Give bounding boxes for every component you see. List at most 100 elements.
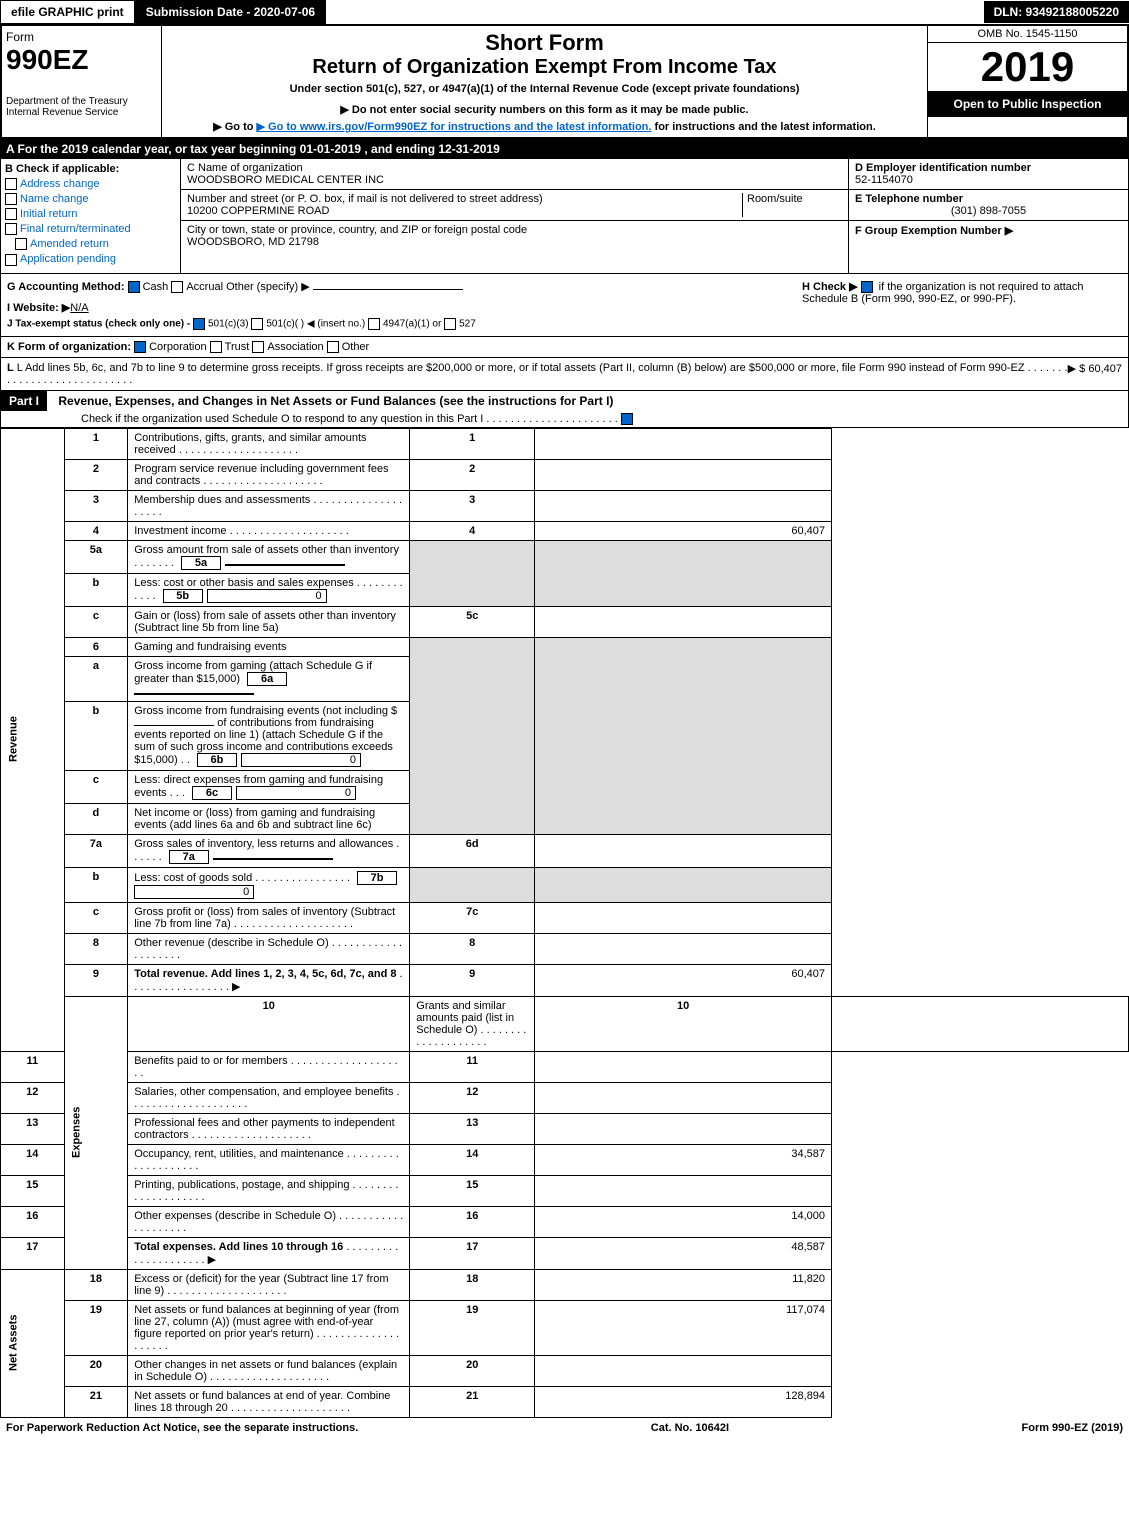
right-column: D Employer identification number 52-1154… (848, 159, 1128, 273)
check-final[interactable]: Final return/terminated (5, 223, 176, 235)
l-row: L L Add lines 5b, 6c, and 7b to line 9 t… (0, 358, 1129, 391)
room-label: Room/suite (742, 193, 842, 217)
expenses-label: Expenses (64, 996, 128, 1269)
row-5a: 5aGross amount from sale of assets other… (1, 540, 1129, 573)
city-label: City or town, state or province, country… (187, 224, 842, 236)
check-amended[interactable]: Amended return (15, 238, 176, 250)
netassets-label: Net Assets (1, 1269, 65, 1417)
check-pending[interactable]: Application pending (5, 253, 176, 265)
row-21: 21Net assets or fund balances at end of … (1, 1386, 1129, 1417)
row-1: Revenue 1Contributions, gifts, grants, a… (1, 428, 1129, 459)
addr-row: Number and street (or P. O. box, if mail… (181, 190, 848, 221)
period-bar: A For the 2019 calendar year, or tax yea… (0, 139, 1129, 159)
dept-treasury: Department of the Treasury (6, 96, 157, 107)
org-name-row: C Name of organization WOODSBORO MEDICAL… (181, 159, 848, 190)
row-2: 2Program service revenue including gover… (1, 459, 1129, 490)
part1-title: Revenue, Expenses, and Changes in Net As… (50, 394, 613, 408)
schedule-o-checkbox[interactable] (621, 413, 633, 425)
accrual-checkbox[interactable] (171, 281, 183, 293)
cat-no: Cat. No. 10642I (651, 1422, 729, 1434)
title-return: Return of Organization Exempt From Incom… (166, 56, 923, 79)
efile-button[interactable]: efile GRAPHIC print (0, 0, 135, 24)
row-15: 15Printing, publications, postage, and s… (1, 1175, 1129, 1206)
footer: For Paperwork Reduction Act Notice, see … (0, 1418, 1129, 1438)
accounting-method: G Accounting Method: Cash Accrual Other … (7, 280, 802, 293)
check-heading: B Check if applicable: (5, 163, 176, 175)
city-row: City or town, state or province, country… (181, 221, 848, 251)
dln: DLN: 93492188005220 (984, 1, 1129, 23)
l-amount: ▶ $ 60,407 (1068, 362, 1122, 386)
org-address: 10200 COPPERMINE ROAD (187, 205, 742, 217)
row-11: 11Benefits paid to or for members11 (1, 1051, 1129, 1082)
part1-label: Part I (1, 391, 47, 411)
website-row: I Website: ▶N/A (7, 301, 802, 314)
row-16: 16Other expenses (describe in Schedule O… (1, 1206, 1129, 1237)
assoc-checkbox[interactable] (252, 341, 264, 353)
501c-checkbox[interactable] (251, 318, 263, 330)
group-row: F Group Exemption Number ▶ (849, 221, 1128, 240)
k-row: K Form of organization: Corporation Trus… (0, 337, 1129, 358)
row-7b: bLess: cost of goods sold . . . . . . . … (1, 867, 1129, 902)
open-public: Open to Public Inspection (928, 91, 1127, 117)
irs-label: Internal Revenue Service (6, 107, 157, 118)
row-8: 8Other revenue (describe in Schedule O)8 (1, 933, 1129, 964)
part1-header: Part I Revenue, Expenses, and Changes in… (0, 391, 1129, 428)
row-3: 3Membership dues and assessments3 (1, 490, 1129, 521)
corp-checkbox[interactable] (134, 341, 146, 353)
row-10: Expenses 10Grants and similar amounts pa… (1, 996, 1129, 1051)
trust-checkbox[interactable] (210, 341, 222, 353)
row-7c: cGross profit or (loss) from sales of in… (1, 902, 1129, 933)
h-checkbox[interactable] (861, 281, 873, 293)
org-city: WOODSBORO, MD 21798 (187, 236, 842, 248)
row-12: 12Salaries, other compensation, and empl… (1, 1082, 1129, 1113)
submission-date: Submission Date - 2020-07-06 (135, 0, 326, 24)
header-left: Form 990EZ Department of the Treasury In… (2, 26, 162, 137)
under-section: Under section 501(c), 527, or 4947(a)(1)… (166, 83, 923, 95)
header-right: OMB No. 1545-1150 2019 Open to Public In… (927, 26, 1127, 137)
row-13: 13Professional fees and other payments t… (1, 1113, 1129, 1144)
check-name[interactable]: Name change (5, 193, 176, 205)
501c3-checkbox[interactable] (193, 318, 205, 330)
section-g: G Accounting Method: Cash Accrual Other … (0, 274, 1129, 337)
cash-checkbox[interactable] (128, 281, 140, 293)
name-column: C Name of organization WOODSBORO MEDICAL… (181, 159, 848, 273)
e-label: E Telephone number (855, 193, 1122, 205)
part1-check: Check if the organization used Schedule … (1, 411, 1128, 427)
title-short-form: Short Form (166, 30, 923, 56)
phone-row: E Telephone number (301) 898-7055 (849, 190, 1128, 221)
other-checkbox[interactable] (327, 341, 339, 353)
goto-link[interactable]: ▶ Go to ▶ Go to www.irs.gov/Form990EZ fo… (166, 120, 923, 133)
f-label: F Group Exemption Number ▶ (855, 224, 1122, 237)
c-label: C Name of organization (187, 162, 842, 174)
row-18: Net Assets 18Excess or (deficit) for the… (1, 1269, 1129, 1300)
form-header: Form 990EZ Department of the Treasury In… (0, 24, 1129, 139)
form-ref: Form 990-EZ (2019) (1022, 1422, 1123, 1434)
check-initial[interactable]: Initial return (5, 208, 176, 220)
row-17: 17Total expenses. Add lines 10 through 1… (1, 1237, 1129, 1269)
tax-year: 2019 (928, 43, 1127, 91)
row-14: 14Occupancy, rent, utilities, and mainte… (1, 1144, 1129, 1175)
check-address[interactable]: Address change (5, 178, 176, 190)
paperwork-notice: For Paperwork Reduction Act Notice, see … (6, 1422, 358, 1434)
section-g-left: G Accounting Method: Cash Accrual Other … (7, 280, 802, 330)
row-5c: cGain or (loss) from sale of assets othe… (1, 606, 1129, 637)
section-g-right: H Check ▶ if the organization is not req… (802, 280, 1122, 330)
phone: (301) 898-7055 (855, 205, 1122, 217)
row-7a: 7aGross sales of inventory, less returns… (1, 834, 1129, 867)
lines-table: Revenue 1Contributions, gifts, grants, a… (0, 428, 1129, 1418)
row-19: 19Net assets or fund balances at beginni… (1, 1300, 1129, 1355)
addr-label: Number and street (or P. O. box, if mail… (187, 193, 742, 205)
d-label: D Employer identification number (855, 162, 1122, 174)
4947-checkbox[interactable] (368, 318, 380, 330)
row-4: 4Investment income460,407 (1, 521, 1129, 540)
form-number: 990EZ (6, 44, 157, 76)
revenue-label: Revenue (1, 428, 65, 1051)
org-name: WOODSBORO MEDICAL CENTER INC (187, 174, 842, 186)
form-label: Form (6, 30, 157, 44)
row-20: 20Other changes in net assets or fund ba… (1, 1355, 1129, 1386)
ein: 52-1154070 (855, 174, 1122, 186)
527-checkbox[interactable] (444, 318, 456, 330)
ein-row: D Employer identification number 52-1154… (849, 159, 1128, 190)
omb-number: OMB No. 1545-1150 (928, 26, 1127, 43)
info-grid: B Check if applicable: Address change Na… (0, 159, 1129, 274)
